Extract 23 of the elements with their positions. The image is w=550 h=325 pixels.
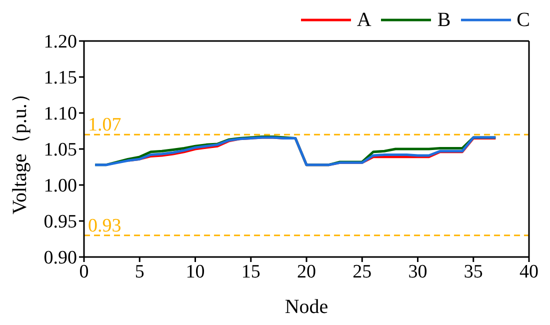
x-axis-title: Node [284, 296, 328, 318]
x-tick-label: 35 [464, 261, 483, 282]
y-tick-label: 1.20 [44, 32, 77, 53]
x-tick-label: 20 [297, 261, 316, 282]
legend-label: A [356, 9, 372, 31]
x-tick-label: 40 [520, 261, 538, 282]
x-tick-label: 10 [186, 261, 205, 282]
legend-label: B [437, 9, 451, 31]
x-tick-label: 0 [79, 261, 89, 282]
y-tick-label: 0.95 [44, 212, 77, 233]
y-axis-title: Voltage（p.u.） [9, 84, 31, 214]
y-tick-label: 1.05 [44, 140, 77, 161]
y-tick-label: 1.00 [44, 176, 77, 197]
y-tick-label: 1.15 [44, 68, 77, 89]
ref-line-label: 1.07 [88, 114, 122, 136]
x-tick-label: 30 [408, 261, 428, 282]
y-tick-label: 1.10 [44, 104, 77, 125]
ref-line-label: 0.93 [88, 215, 122, 236]
x-tick-label: 25 [352, 261, 372, 282]
y-tick-label: 0.90 [44, 248, 77, 269]
x-tick-label: 5 [134, 261, 144, 282]
legend-label: C [516, 9, 530, 31]
x-tick-label: 15 [241, 261, 260, 282]
